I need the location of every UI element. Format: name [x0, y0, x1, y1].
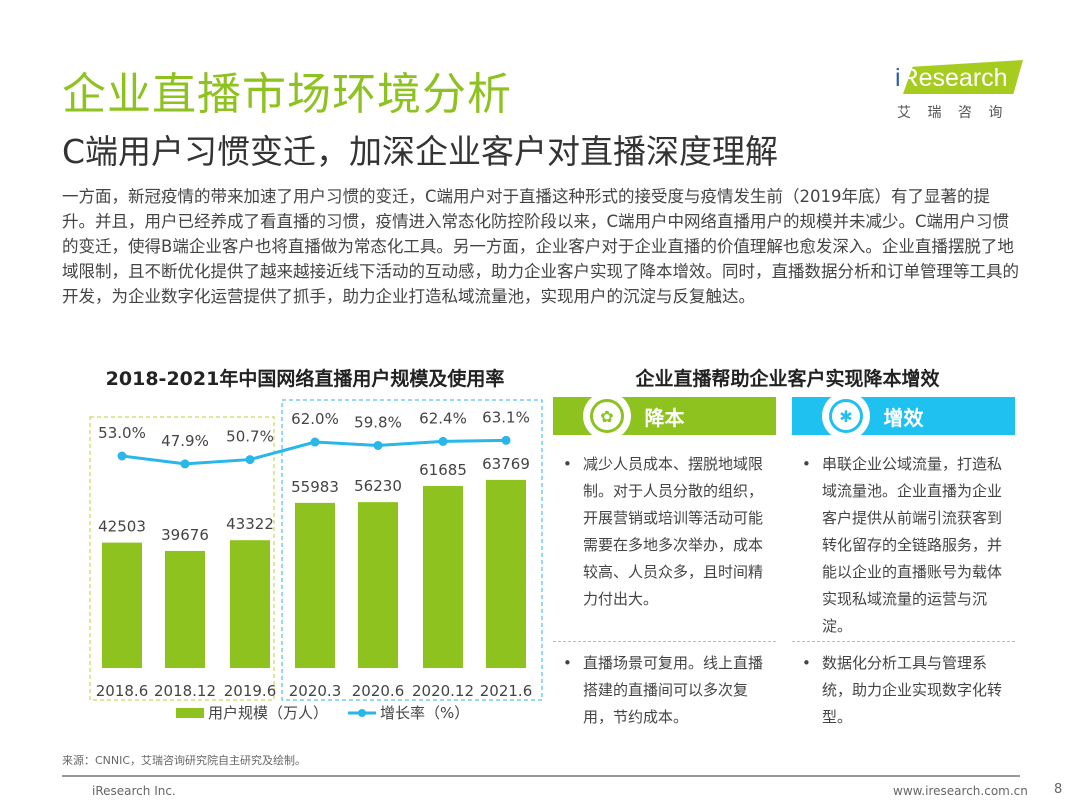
- bar-value-label: 55983: [291, 478, 339, 496]
- card-bullet: 减少人员成本、摆脱地域限制。对于人员分散的组织，开展营销或培训等活动可能需要在多…: [553, 451, 776, 631]
- page-title: 企业直播市场环境分析: [62, 69, 512, 120]
- bar-2020.6: [358, 502, 398, 668]
- footer-divider: [62, 775, 1020, 777]
- bar-value-label: 56230: [354, 477, 402, 495]
- intro-paragraph: 一方面，新冠疫情的带来加速了用户习惯的变迁，C端用户对于直播这种形式的接受度与疫…: [62, 187, 1019, 306]
- rate-value-label: 62.4%: [419, 409, 467, 427]
- rate-value-label: 63.1%: [482, 408, 530, 426]
- cost-reduction-icon: ✿: [583, 392, 631, 440]
- card-header: ✿ 降本: [553, 392, 776, 440]
- rate-value-label: 62.0%: [291, 410, 339, 428]
- x-tick-label: 2020.3: [289, 682, 342, 700]
- rate-point-2018.12: [180, 459, 190, 469]
- right-section-title: 企业直播帮助企业客户实现降本增效: [635, 368, 940, 390]
- x-tick-label: 2021.6: [480, 682, 533, 700]
- card-efficiency: ✱ 增效 串联企业公域流量，打造私域流量池。企业直播为企业客户提供从前端引流获客…: [792, 392, 1015, 731]
- rate-point-2020.6: [373, 440, 383, 450]
- rate-value-label: 50.7%: [226, 428, 274, 446]
- legend-bar-label: 用户规模（万人）: [208, 704, 328, 722]
- source-note: 来源：CNNIC，艾瑞咨询研究院自主研究及绘制。: [62, 754, 307, 767]
- legend-bar-swatch: [176, 708, 204, 718]
- page-number: 8: [1054, 782, 1063, 797]
- bar-2019.6: [230, 540, 270, 668]
- x-tick-label: 2018.12: [154, 682, 216, 700]
- highlight-box-pandemic: [281, 399, 543, 701]
- bar-2020.3: [295, 502, 335, 668]
- copyright: iResearch Inc.: [92, 784, 176, 798]
- user-scale-chart: 42503 2018.6 39676 2018.12 43322 2019.6 55983 2…: [89, 399, 543, 722]
- website-url[interactable]: www.iresearch.com.cn: [893, 784, 1028, 798]
- bar-value-label: 43322: [226, 515, 274, 533]
- x-tick-label: 2018.6: [96, 682, 149, 700]
- card-bullet: 直播场景可复用。线上直播搭建的直播间可以多次复用，节约成本。: [553, 650, 776, 731]
- rate-value-label: 47.9%: [161, 432, 209, 450]
- card-cost-reduction: ✿ 降本 减少人员成本、摆脱地域限制。对于人员分散的组织，开展营销或培训等活动可…: [553, 392, 776, 731]
- efficiency-icon: ✱: [822, 392, 870, 440]
- bar-2020.12: [423, 486, 463, 668]
- highlight-box-prepandemic: [89, 416, 275, 701]
- card-bullet: 数据化分析工具与管理系统，助力企业实现数字化转型。: [792, 650, 1015, 731]
- card-bullet: 串联企业公域流量，打造私域流量池。企业直播为企业客户提供从前端引流获客到转化留存…: [792, 451, 1015, 635]
- card-divider: [553, 641, 776, 642]
- bar-value-label: 42503: [98, 518, 146, 536]
- rate-point-2021.6: [501, 435, 511, 445]
- chart-legend: 用户规模（万人） 增长率（%）: [176, 704, 469, 722]
- legend-line-label: 增长率（%）: [380, 704, 469, 722]
- rate-point-2019.6: [245, 455, 255, 465]
- x-tick-label: 2020.12: [412, 682, 474, 700]
- rate-point-2020.12: [438, 436, 448, 446]
- card-label: 降本: [644, 405, 685, 430]
- x-tick-label: 2019.6: [224, 682, 277, 700]
- logo-subtext: 艾 瑞 咨 询: [897, 105, 1009, 121]
- chart-title: 2018-2021年中国网络直播用户规模及使用率: [105, 368, 505, 390]
- card-label: 增效: [883, 405, 924, 430]
- x-tick-label: 2020.6: [352, 682, 405, 700]
- rate-value-label: 53.0%: [98, 424, 146, 442]
- bar-value-label: 61685: [419, 461, 467, 479]
- card-header: ✱ 增效: [792, 392, 1015, 440]
- rate-point-2018.6: [117, 451, 127, 461]
- page-subtitle: C端用户习惯变迁，加深企业客户对直播深度理解: [62, 132, 779, 171]
- card-divider: [792, 641, 1015, 642]
- bar-2018.6: [102, 542, 142, 668]
- rate-point-2020.3: [310, 437, 320, 447]
- bar-2018.12: [165, 550, 205, 668]
- bar-value-label: 39676: [161, 526, 209, 544]
- rate-value-label: 59.8%: [354, 413, 402, 431]
- bar-value-label: 63769: [482, 455, 530, 473]
- iresearch-logo: iResearch 艾 瑞 咨 询: [893, 58, 1028, 126]
- bar-2021.6: [486, 479, 526, 668]
